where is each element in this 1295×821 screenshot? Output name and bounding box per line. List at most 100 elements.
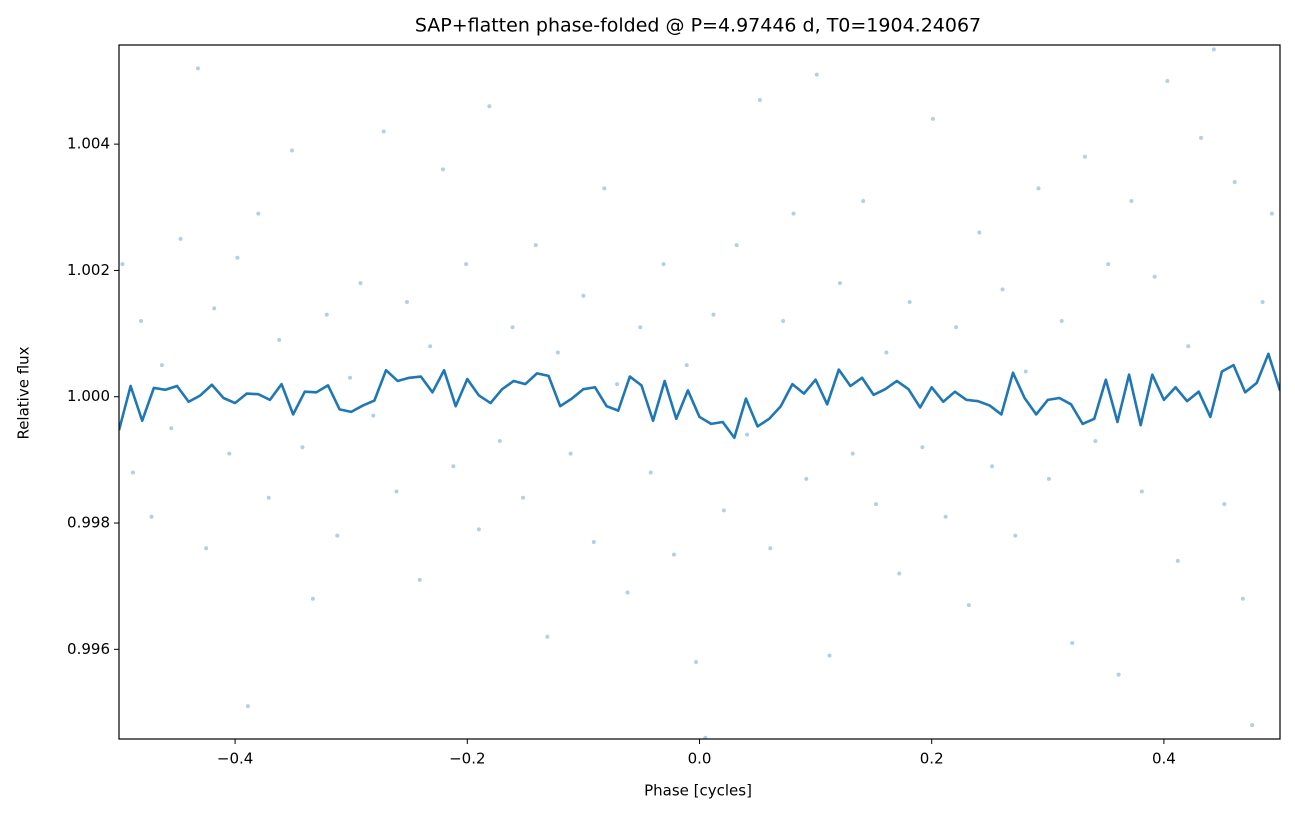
data-point [335,533,340,538]
data-point [930,116,935,121]
x-tick-label: 0.4 [1152,750,1176,768]
data-point [920,445,925,450]
data-point [1013,533,1018,538]
data-point [884,350,889,355]
data-point [954,325,959,330]
data-point [1070,641,1075,646]
data-point [1046,476,1051,481]
data-point [1023,369,1028,374]
data-point [533,243,538,248]
data-point [266,495,271,500]
data-point [204,546,209,551]
y-tick-label: 1.000 [67,387,110,405]
data-point [545,634,550,639]
data-point [1129,198,1134,203]
data-point [581,293,586,298]
y-axis-label: Relative flux [15,346,33,439]
x-axis-label: Phase [cycles] [644,782,752,800]
data-point [381,129,386,134]
data-point [451,464,456,469]
data-point [510,325,515,330]
data-point [256,211,261,216]
data-point [497,438,502,443]
data-point [990,464,995,469]
data-point [615,382,620,387]
data-point [684,363,689,368]
data-point [1106,262,1111,267]
y-tick-label: 0.996 [67,640,110,658]
data-point [897,571,902,576]
y-tick-label: 1.004 [67,135,110,153]
data-point [1152,274,1157,279]
data-point [245,704,250,709]
data-point [1175,558,1180,563]
y-tick-label: 0.998 [67,514,110,532]
plot-frame [118,44,1281,740]
data-point [324,312,329,317]
data-point [625,590,630,595]
data-point [417,577,422,582]
data-point [757,97,762,102]
data-point [1000,287,1005,292]
data-point [734,243,739,248]
data-point [711,312,716,317]
data-point [861,198,866,203]
data-point [464,262,469,267]
data-point [1232,180,1237,185]
data-point [638,325,643,330]
data-point [428,344,433,349]
data-point [476,527,481,532]
data-point [1186,344,1191,349]
data-point [781,318,786,323]
data-point [394,489,399,494]
data-point [277,337,282,342]
data-point [1222,502,1227,507]
data-point [1093,438,1098,443]
data-point [440,167,445,172]
x-tick-label: 0.0 [688,750,712,768]
data-point [139,318,144,323]
data-point [671,552,676,557]
data-point [120,262,125,267]
data-point [591,539,596,544]
data-point [827,653,832,658]
data-point [1250,723,1255,728]
data-point [1211,47,1216,52]
data-point [602,186,607,191]
data-point [1240,596,1245,601]
data-point [791,211,796,216]
data-point [289,148,294,153]
data-point [358,281,363,286]
binned-line [119,352,1280,440]
data-point [1139,489,1144,494]
data-point [1165,78,1170,83]
data-point [212,306,217,311]
data-point [1082,154,1087,159]
data-point [1059,318,1064,323]
data-point [837,281,842,286]
data-point [521,495,526,500]
data-point [648,470,653,475]
data-point [907,300,912,305]
chart-title: SAP+flatten phase-folded @ P=4.97446 d, … [415,15,981,37]
data-point [178,236,183,241]
data-point [850,451,855,456]
data-point [404,300,409,305]
data-point [804,476,809,481]
data-point [768,546,773,551]
data-point [1036,186,1041,191]
data-point [745,432,750,437]
data-point [195,66,200,71]
data-point [661,262,666,267]
x-tick-label: −0.2 [449,750,485,768]
y-tick-label: 1.002 [67,261,110,279]
data-point [721,508,726,513]
data-point [300,445,305,450]
data-point [169,426,174,431]
data-point [371,413,376,418]
data-point [1260,300,1265,305]
data-point [348,375,353,380]
data-point [943,514,948,519]
x-tick-label: −0.4 [217,750,253,768]
